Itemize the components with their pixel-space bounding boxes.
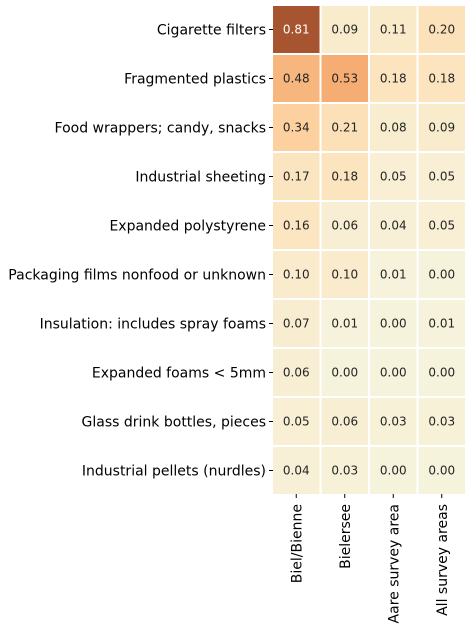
cell-value-label: 0.00 [428, 268, 455, 282]
cell-value-label: 0.53 [331, 72, 358, 86]
heatmap-cell [321, 55, 368, 102]
cell-value-label: 0.01 [331, 317, 358, 331]
heatmap-cells: 0.81 0.09 0.11 0.20 0.48 0.53 0.18 0.18 0.34 0.21… [273, 6, 465, 494]
cell-value-label: 0.00 [380, 366, 407, 380]
heatmap-cell [321, 6, 368, 53]
heatmap-cell [273, 300, 320, 347]
row-label: Industrial pellets (nurdles) [82, 464, 266, 480]
column-label: Aare survey area [386, 504, 402, 623]
cell-value-label: 0.00 [331, 366, 358, 380]
cell-value-label: 0.48 [283, 72, 310, 86]
cell-value-label: 0.09 [428, 121, 455, 135]
column-label: Bielersee [338, 504, 354, 569]
cell-value-label: 0.06 [283, 366, 310, 380]
cell-value-label: 0.18 [380, 72, 407, 86]
heatmap-cell [321, 300, 368, 347]
row-label: Cigarette filters [157, 23, 266, 39]
heatmap-cell [370, 300, 417, 347]
cell-value-label: 0.00 [428, 464, 455, 478]
column-labels: Biel/Bienne Bielersee Aare survey area All … [289, 494, 451, 623]
heatmap-cell [370, 251, 417, 298]
heatmap-cell [370, 55, 417, 102]
cell-value-label: 0.11 [380, 23, 407, 37]
column-label: All survey areas [435, 504, 451, 616]
cell-value-label: 0.18 [428, 72, 455, 86]
heatmap-cell [370, 153, 417, 200]
heatmap-cell [370, 398, 417, 445]
cell-value-label: 0.16 [283, 219, 310, 233]
cell-value-label: 0.03 [428, 415, 455, 429]
heatmap-cell [418, 251, 465, 298]
heatmap-cell [273, 349, 320, 396]
heatmap-cell [273, 55, 320, 102]
heatmap-cell [273, 447, 320, 494]
heatmap-cell [321, 104, 368, 151]
row-labels: Cigarette filters Fragmented plastics Food… [8, 23, 273, 480]
heatmap-cell [273, 398, 320, 445]
heatmap-cell [370, 6, 417, 53]
heatmap-cell [273, 202, 320, 249]
cell-value-label: 0.05 [428, 219, 455, 233]
heatmap-cell [370, 104, 417, 151]
heatmap-cell [273, 153, 320, 200]
heatmap-cell [321, 398, 368, 445]
cell-value-label: 0.10 [283, 268, 310, 282]
cell-value-label: 0.81 [283, 23, 310, 37]
heatmap-cell [418, 300, 465, 347]
heatmap-cell [418, 104, 465, 151]
cell-value-label: 0.10 [331, 268, 358, 282]
cell-value-label: 0.09 [331, 23, 358, 37]
row-label: Packaging films nonfood or unknown [8, 268, 266, 284]
cell-value-label: 0.05 [283, 415, 310, 429]
cell-value-label: 0.08 [380, 121, 407, 135]
row-label: Expanded polystyrene [109, 219, 266, 235]
cell-value-label: 0.00 [380, 464, 407, 478]
heatmap-cell [418, 447, 465, 494]
cell-value-label: 0.05 [380, 170, 407, 184]
cell-value-label: 0.01 [428, 317, 455, 331]
cell-value-label: 0.04 [380, 219, 407, 233]
heatmap-cell [370, 349, 417, 396]
cell-value-label: 0.03 [380, 415, 407, 429]
heatmap-cell [321, 251, 368, 298]
cell-value-label: 0.07 [283, 317, 310, 331]
heatmap-cell [418, 349, 465, 396]
cell-value-label: 0.06 [331, 219, 358, 233]
heatmap-cell [370, 447, 417, 494]
heatmap-cell [273, 251, 320, 298]
heatmap-cell [321, 349, 368, 396]
cell-value-label: 0.05 [428, 170, 455, 184]
heatmap-cell [273, 6, 320, 53]
row-label: Fragmented plastics [124, 72, 266, 88]
heatmap-cell [418, 202, 465, 249]
cell-value-label: 0.03 [331, 464, 358, 478]
row-label: Food wrappers; candy, snacks [55, 121, 266, 137]
heatmap-cell [321, 447, 368, 494]
row-label: Insulation: includes spray foams [40, 317, 266, 333]
cell-value-label: 0.06 [331, 415, 358, 429]
heatmap-cell [418, 153, 465, 200]
cell-value-label: 0.34 [283, 121, 310, 135]
heatmap-cell [370, 202, 417, 249]
cell-value-label: 0.01 [380, 268, 407, 282]
heatmap-cell [321, 202, 368, 249]
row-label: Expanded foams < 5mm [92, 366, 266, 382]
heatmap-cell [418, 398, 465, 445]
heatmap-cell [418, 55, 465, 102]
cell-value-label: 0.20 [428, 23, 455, 37]
heatmap-cell [321, 153, 368, 200]
cell-value-label: 0.00 [428, 366, 455, 380]
column-label: Biel/Bienne [289, 504, 305, 583]
cell-value-label: 0.17 [283, 170, 310, 184]
row-label: Glass drink bottles, pieces [82, 415, 266, 431]
cell-value-label: 0.21 [331, 121, 358, 135]
row-label: Industrial sheeting [135, 170, 266, 186]
cell-value-label: 0.00 [380, 317, 407, 331]
cell-value-label: 0.04 [283, 464, 310, 478]
heatmap-cell [418, 6, 465, 53]
cell-value-label: 0.18 [331, 170, 358, 184]
heatmap-cell [273, 104, 320, 151]
